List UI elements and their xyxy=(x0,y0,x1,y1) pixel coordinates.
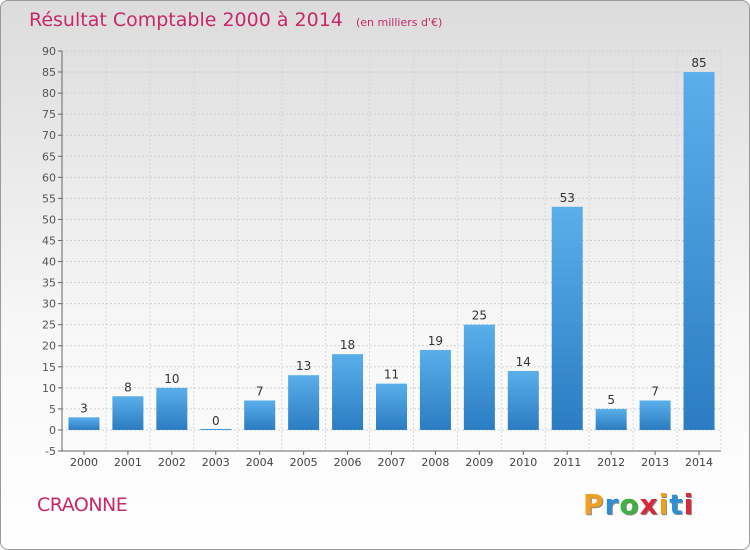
logo-letter: t xyxy=(669,488,684,521)
bar-2004 xyxy=(244,400,276,430)
bar-2002 xyxy=(156,387,188,430)
value-label-2005: 13 xyxy=(296,359,311,373)
y-tick-label: 85 xyxy=(42,66,56,79)
bar-2007 xyxy=(376,383,407,430)
logo-letter: i xyxy=(683,488,695,521)
logo-letter: o xyxy=(619,488,640,521)
x-tick-label-2008: 2008 xyxy=(421,456,449,469)
logo-letter: i xyxy=(658,488,670,521)
bar-2010 xyxy=(507,371,539,430)
y-tick-label: 55 xyxy=(42,192,56,205)
value-label-2003: 0 xyxy=(212,414,220,428)
value-label-2014: 85 xyxy=(691,56,706,70)
y-tick-label: 60 xyxy=(42,171,56,184)
y-tick-label: 30 xyxy=(42,298,56,311)
logo-letter: r xyxy=(604,488,620,521)
y-tick-label: 65 xyxy=(42,150,56,163)
x-tick-label-2005: 2005 xyxy=(290,456,318,469)
bar-2008 xyxy=(419,349,451,430)
x-tick-label-2011: 2011 xyxy=(553,456,581,469)
value-label-2006: 18 xyxy=(340,338,355,352)
value-label-2001: 8 xyxy=(124,380,132,394)
commune-name: CRAONNE xyxy=(37,494,128,516)
y-tick-label: 0 xyxy=(49,424,56,437)
chart-title: Résultat Comptable 2000 à 2014 (en milli… xyxy=(29,9,442,31)
y-tick-label: 80 xyxy=(42,87,56,100)
x-tick-label-2007: 2007 xyxy=(378,456,406,469)
y-tick-label: 25 xyxy=(42,319,56,332)
x-tick-label-2012: 2012 xyxy=(597,456,625,469)
proxiti-logo: Proxiti xyxy=(583,488,694,521)
y-tick-label: 50 xyxy=(42,213,56,226)
y-tick-label: 35 xyxy=(42,277,56,290)
y-tick-label: 45 xyxy=(42,234,56,247)
title-unit: (en milliers d'€) xyxy=(355,16,443,29)
x-tick-label-2004: 2004 xyxy=(246,456,274,469)
x-tick-label-2014: 2014 xyxy=(685,456,713,469)
value-label-2004: 7 xyxy=(256,384,264,398)
value-label-2009: 25 xyxy=(472,309,487,323)
value-label-2008: 19 xyxy=(428,334,443,348)
bar-2003 xyxy=(200,428,232,430)
x-tick-label-2003: 2003 xyxy=(202,456,230,469)
y-tick-label: -5 xyxy=(45,445,56,458)
bar-2009 xyxy=(463,324,495,430)
bar-2014 xyxy=(683,72,715,430)
logo-letter: P xyxy=(583,488,605,521)
x-tick-label-2009: 2009 xyxy=(465,456,493,469)
axis-layer: -505101520253035404550556065707580859020… xyxy=(42,45,721,469)
bar-2013 xyxy=(639,400,671,430)
y-tick-label: 5 xyxy=(49,403,56,416)
title-main: Résultat Comptable 2000 à 2014 xyxy=(29,9,343,31)
value-label-2013: 7 xyxy=(651,384,659,398)
x-tick-label-2001: 2001 xyxy=(114,456,142,469)
logo-letter: x xyxy=(639,488,659,521)
value-label-2000: 3 xyxy=(80,401,88,415)
value-label-2010: 14 xyxy=(516,355,531,369)
bar-2011 xyxy=(551,206,583,430)
y-tick-label: 90 xyxy=(42,45,56,58)
bar-2001 xyxy=(112,396,144,430)
y-tick-label: 40 xyxy=(42,256,56,269)
bar-2012 xyxy=(595,408,627,430)
value-label-2012: 5 xyxy=(607,393,615,407)
bar-2000 xyxy=(68,417,100,430)
value-label-2011: 53 xyxy=(560,191,575,205)
y-tick-label: 15 xyxy=(42,361,56,374)
x-tick-label-2002: 2002 xyxy=(158,456,186,469)
x-tick-label-2010: 2010 xyxy=(509,456,537,469)
y-tick-label: 20 xyxy=(42,340,56,353)
bar-2005 xyxy=(288,375,320,430)
y-tick-label: 75 xyxy=(42,108,56,121)
x-tick-label-2000: 2000 xyxy=(70,456,98,469)
y-tick-label: 70 xyxy=(42,129,56,142)
x-tick-label-2013: 2013 xyxy=(641,456,669,469)
bar-2006 xyxy=(332,354,364,430)
value-label-2002: 10 xyxy=(164,372,179,386)
y-tick-label: 10 xyxy=(42,382,56,395)
x-tick-label-2006: 2006 xyxy=(334,456,362,469)
value-label-2007: 11 xyxy=(384,368,399,382)
bars-layer: 3 8 10 0 7 13 18 11 19 25 14 53 5 7 85 xyxy=(68,56,715,430)
